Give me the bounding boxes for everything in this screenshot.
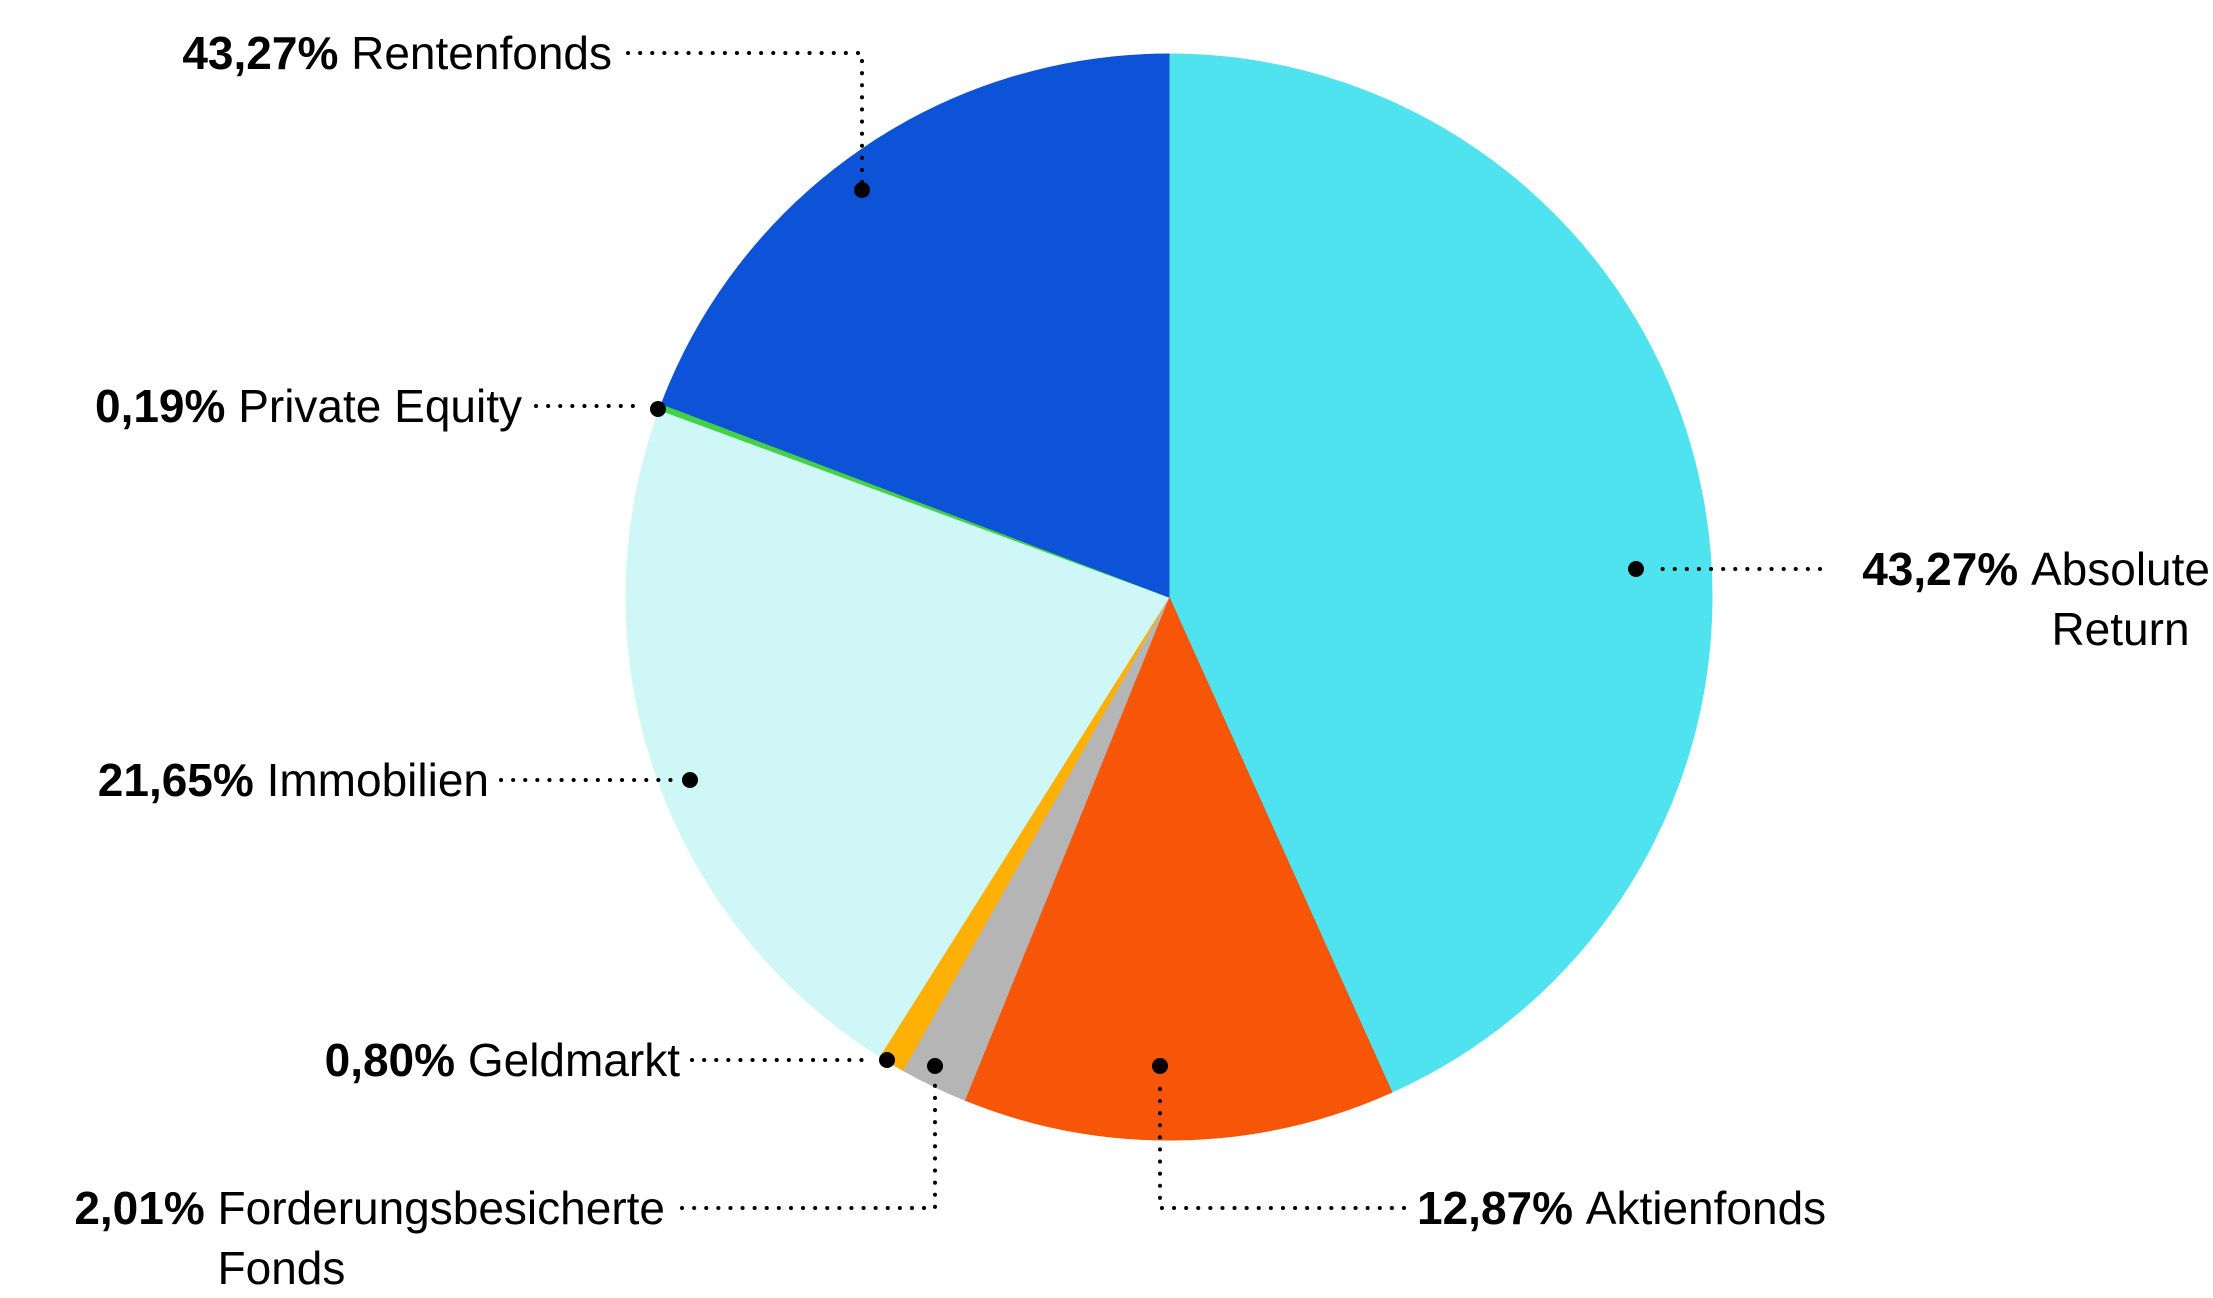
- label-absolute-return-percent: 43,27%: [1862, 543, 2019, 595]
- label-immobilien: 21,65% Immobilien: [0, 750, 489, 810]
- label-geldmarkt: 0,80% Geldmarkt: [0, 1030, 680, 1090]
- label-geldmarkt-name: Geldmarkt: [467, 1034, 680, 1086]
- label-rentenfonds-name: Rentenfonds: [351, 27, 612, 79]
- label-private-equity-name: Private Equity: [238, 380, 522, 432]
- leader-dot-immobilien: [682, 772, 698, 788]
- pie-slices: [625, 53, 1713, 1141]
- label-forderungsbesicherte-fonds: 2,01% Forderungsbesicherte Fonds: [0, 1178, 665, 1298]
- label-geldmarkt-percent: 0,80%: [324, 1034, 456, 1086]
- leader-dot-aktienfonds: [1152, 1058, 1168, 1074]
- label-immobilien-percent: 21,65%: [97, 754, 254, 806]
- label-aktienfonds-name: Aktienfonds: [1585, 1182, 1827, 1234]
- leader-dot-rentenfonds: [854, 182, 870, 198]
- leader-line-rentenfonds: [626, 51, 864, 186]
- pie-slice-immobilien: [625, 409, 1170, 1058]
- leader-lines: [499, 51, 1822, 1210]
- pie-slice-absolute-return: [1168, 53, 1713, 1093]
- label-aktienfonds-percent: 12,87%: [1417, 1182, 1574, 1234]
- label-aktienfonds: 12,87% Aktienfonds: [1417, 1178, 1826, 1238]
- label-forderungsbesicherte-fonds-percent: 2,01%: [74, 1182, 205, 1234]
- label-immobilien-name: Immobilien: [266, 754, 489, 806]
- leader-dot-geldmarkt: [879, 1052, 895, 1068]
- label-absolute-return-name: Absolute Return: [2030, 543, 2210, 655]
- leader-dot-private-equity: [650, 401, 666, 417]
- leader-dot-forderungsbesicherte-fonds: [927, 1058, 943, 1074]
- label-rentenfonds: 43,27% Rentenfonds: [0, 23, 612, 83]
- leader-line-aktienfonds: [1158, 1078, 1406, 1210]
- label-absolute-return: 43,27% Absolute Return: [1862, 539, 2210, 659]
- label-rentenfonds-percent: 43,27%: [182, 27, 339, 79]
- label-private-equity-percent: 0,19%: [94, 380, 226, 432]
- pie-slice-aktienfonds: [964, 595, 1393, 1141]
- leader-line-forderungsbesicherte-fonds: [680, 1078, 937, 1210]
- leader-dot-absolute-return: [1628, 561, 1644, 577]
- pie-slice-rentenfonds: [660, 53, 1170, 598]
- label-forderungsbesicherte-fonds-name: Forderungsbesicherte Fonds: [217, 1182, 665, 1294]
- label-private-equity: 0,19% Private Equity: [0, 376, 522, 436]
